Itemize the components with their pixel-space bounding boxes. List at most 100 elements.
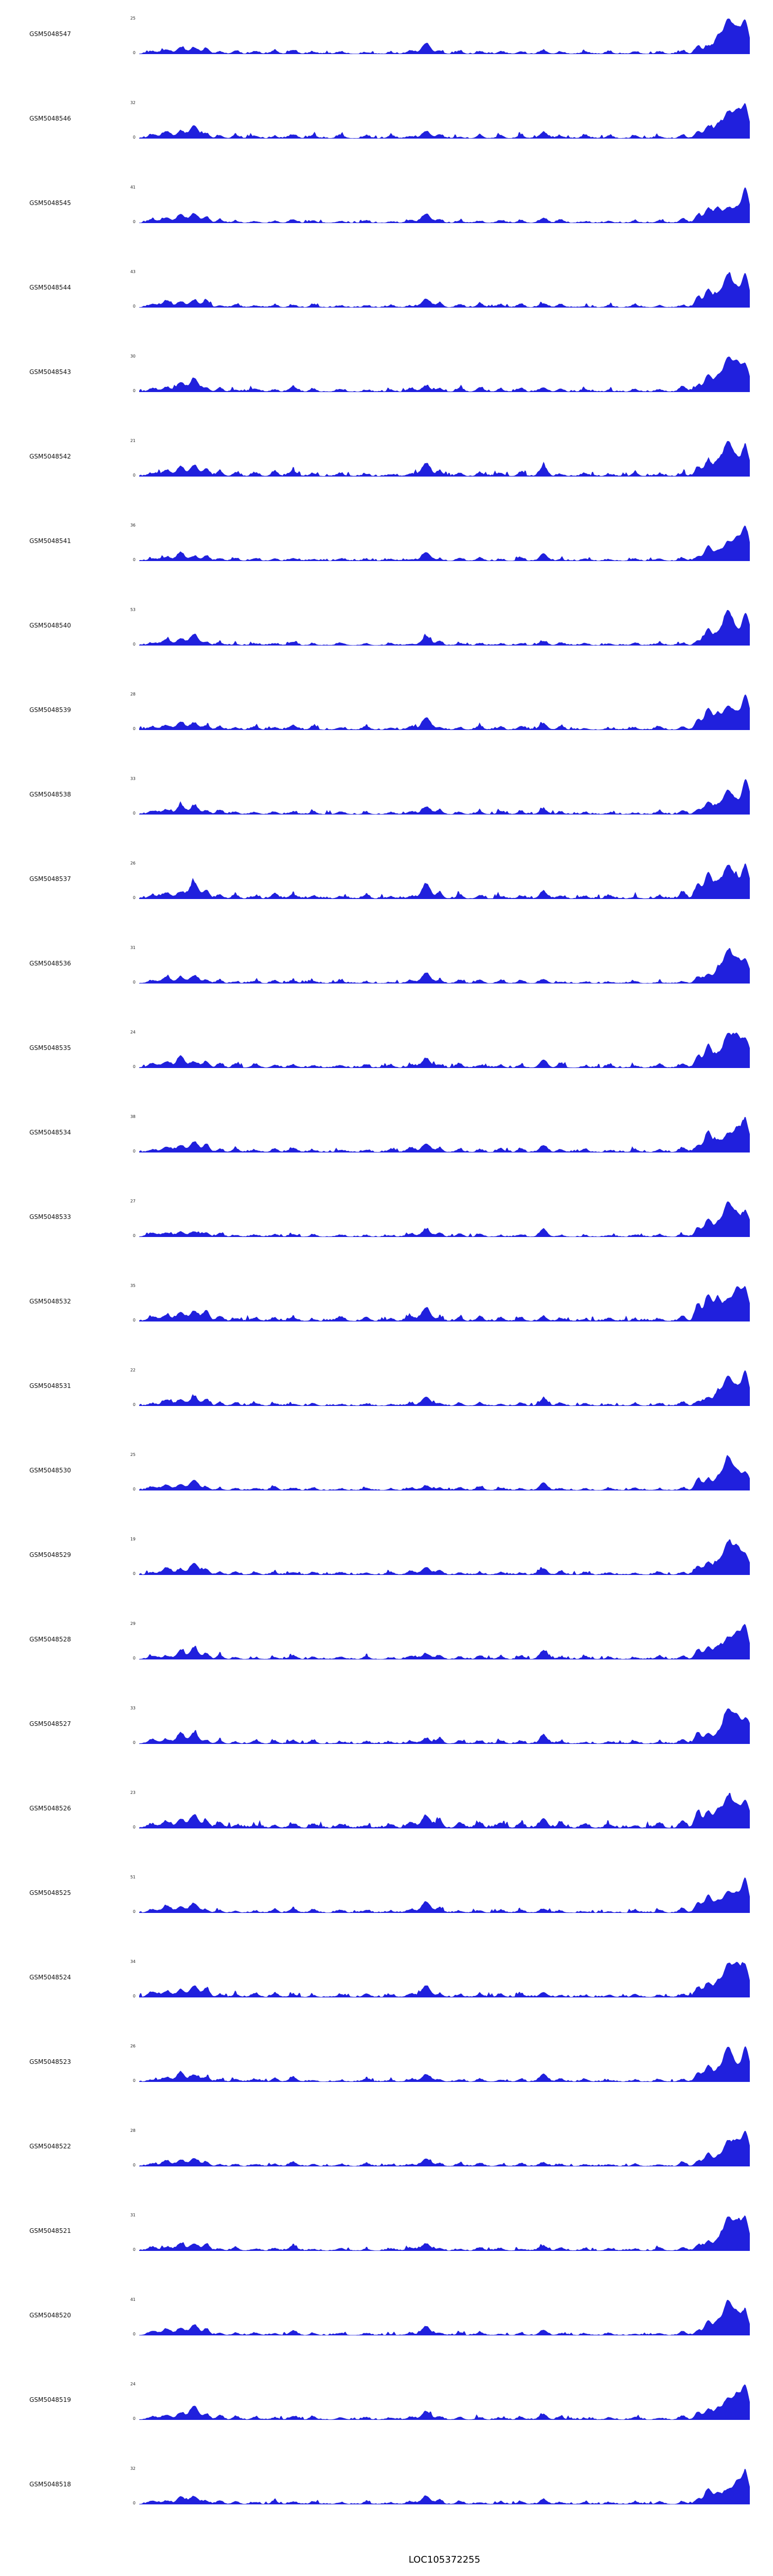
coverage-signal <box>139 2469 750 2504</box>
track-ymin-label: 0 <box>132 2247 136 2252</box>
coverage-signal <box>139 1032 750 1068</box>
track-ymin-label: 0 <box>132 1656 136 1660</box>
track-label: GSM5048541 <box>29 537 71 545</box>
track-ymin-label: 0 <box>132 1149 136 1154</box>
coverage-track-row: GSM5048529 19 0 <box>0 1537 773 1623</box>
coverage-track-row: GSM5048535 24 0 <box>0 1030 773 1116</box>
track-label: GSM5048536 <box>29 960 71 967</box>
track-ymin-label: 0 <box>132 2163 136 2167</box>
track-ymax-label: 41 <box>130 2297 136 2302</box>
track-ymax-label: 27 <box>130 1199 136 1204</box>
track-ymin-label: 0 <box>132 1825 136 1829</box>
coverage-signal <box>139 1201 750 1237</box>
coverage-signal <box>139 1455 750 1490</box>
track-ymax-label: 33 <box>130 776 136 781</box>
track-ymax-label: 51 <box>130 1875 136 1879</box>
track-ymax-label: 34 <box>130 1959 136 1964</box>
coverage-signal <box>139 1117 750 1153</box>
track-ymax-label: 31 <box>130 2213 136 2217</box>
track-ymin-label: 0 <box>132 1318 136 1323</box>
coverage-area <box>139 1539 750 1575</box>
coverage-area <box>139 441 750 477</box>
coverage-signal <box>139 1962 750 1997</box>
track-label: GSM5048523 <box>29 2058 71 2065</box>
track-ymin-label: 0 <box>132 1402 136 1407</box>
coverage-signal <box>139 2046 750 2082</box>
coverage-area <box>139 19 750 54</box>
track-ymax-label: 28 <box>130 2128 136 2133</box>
coverage-area <box>139 2215 750 2251</box>
track-ymax-label: 32 <box>130 100 136 105</box>
track-label: GSM5048521 <box>29 2227 71 2234</box>
track-ymax-label: 25 <box>130 1452 136 1457</box>
track-label: GSM5048529 <box>29 1551 71 1558</box>
coverage-signal <box>139 1708 750 1744</box>
track-label: GSM5048543 <box>29 368 71 376</box>
coverage-signal <box>139 610 750 646</box>
coverage-area <box>139 1962 750 1997</box>
coverage-signal <box>139 357 750 392</box>
track-label: GSM5048528 <box>29 1636 71 1643</box>
coverage-track-row: GSM5048525 51 0 <box>0 1875 773 1961</box>
track-ymax-label: 19 <box>130 1537 136 1541</box>
coverage-signal <box>139 19 750 54</box>
coverage-area <box>139 1370 750 1406</box>
coverage-area <box>139 2384 750 2420</box>
track-label: GSM5048524 <box>29 1974 71 1981</box>
track-ymin-label: 0 <box>132 1233 136 1238</box>
coverage-area <box>139 1624 750 1659</box>
coverage-area <box>139 2469 750 2504</box>
track-ymax-label: 24 <box>130 1030 136 1035</box>
gene-name-label: LOC105372255 <box>408 2554 481 2565</box>
coverage-track-row: GSM5048522 28 0 <box>0 2128 773 2215</box>
coverage-area <box>139 357 750 392</box>
coverage-area <box>139 526 750 561</box>
coverage-area <box>139 103 750 139</box>
track-ymin-label: 0 <box>132 2416 136 2421</box>
coverage-signal <box>139 2215 750 2251</box>
track-ymax-label: 43 <box>130 269 136 274</box>
track-ymax-label: 35 <box>130 1283 136 1288</box>
track-ymin-label: 0 <box>132 557 136 562</box>
coverage-track-row: GSM5048526 23 0 <box>0 1790 773 1877</box>
coverage-area <box>139 779 750 815</box>
coverage-track-row: GSM5048536 31 0 <box>0 945 773 1032</box>
track-ymin-label: 0 <box>132 895 136 900</box>
track-label: GSM5048540 <box>29 622 71 629</box>
coverage-signal <box>139 526 750 561</box>
coverage-track-row: GSM5048528 29 0 <box>0 1621 773 1708</box>
track-ymax-label: 38 <box>130 1114 136 1119</box>
track-ymax-label: 25 <box>130 16 136 21</box>
track-ymin-label: 0 <box>132 50 136 55</box>
coverage-track-row: GSM5048541 36 0 <box>0 523 773 609</box>
track-label: GSM5048530 <box>29 1467 71 1474</box>
coverage-area <box>139 863 750 899</box>
track-ymax-label: 21 <box>130 438 136 443</box>
track-ymax-label: 26 <box>130 861 136 866</box>
track-ymin-label: 0 <box>132 726 136 731</box>
track-ymax-label: 30 <box>130 354 136 359</box>
coverage-signal <box>139 2131 750 2166</box>
coverage-area <box>139 272 750 308</box>
track-ymin-label: 0 <box>132 1571 136 1576</box>
track-ymax-label: 29 <box>130 1621 136 1626</box>
track-ymin-label: 0 <box>132 642 136 647</box>
coverage-track-row: GSM5048547 25 0 <box>0 16 773 103</box>
coverage-area <box>139 1286 750 1321</box>
track-label: GSM5048518 <box>29 2481 71 2488</box>
track-label: GSM5048534 <box>29 1129 71 1136</box>
track-ymin-label: 0 <box>132 1064 136 1069</box>
track-ymin-label: 0 <box>132 811 136 816</box>
coverage-area <box>139 1201 750 1237</box>
track-label: GSM5048544 <box>29 284 71 291</box>
track-ymin-label: 0 <box>132 2078 136 2083</box>
track-label: GSM5048547 <box>29 30 71 38</box>
coverage-track-row: GSM5048540 53 0 <box>0 607 773 694</box>
coverage-area <box>139 610 750 646</box>
track-ymax-label: 23 <box>130 1790 136 1795</box>
track-ymax-label: 24 <box>130 2382 136 2386</box>
coverage-track-row: GSM5048537 26 0 <box>0 861 773 947</box>
track-ymin-label: 0 <box>132 219 136 224</box>
coverage-track-row: GSM5048520 41 0 <box>0 2297 773 2384</box>
coverage-track-row: GSM5048521 31 0 <box>0 2213 773 2299</box>
